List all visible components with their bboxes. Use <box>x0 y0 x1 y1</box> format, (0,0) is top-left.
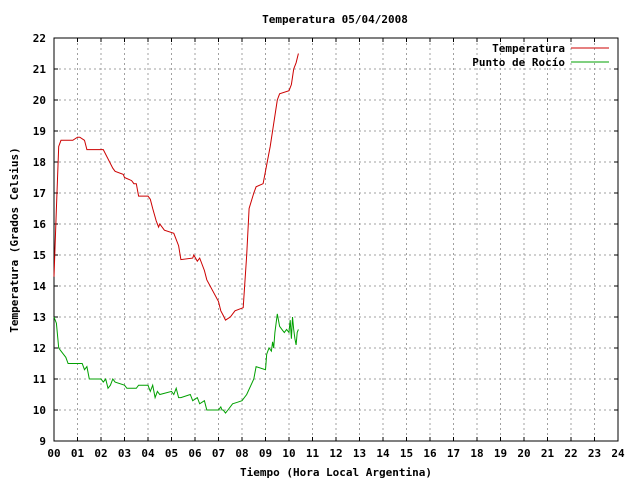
x-tick-label: 04 <box>141 447 155 460</box>
legend: Temperatura Punto de Rocío <box>472 42 609 69</box>
x-tick-label: 17 <box>447 447 460 460</box>
x-tick-label: 05 <box>165 447 178 460</box>
y-axis-label: Temperatura (Grados Celsius) <box>8 147 21 332</box>
y-tick-label: 11 <box>33 373 47 386</box>
y-tick-label: 15 <box>33 249 46 262</box>
x-tick-label: 18 <box>470 447 483 460</box>
y-tick-label: 20 <box>33 94 46 107</box>
y-tick-label: 14 <box>33 280 47 293</box>
y-tick-label: 17 <box>33 187 46 200</box>
x-tick-label: 03 <box>118 447 131 460</box>
x-tick-label: 14 <box>376 447 390 460</box>
x-tick-label: 16 <box>423 447 437 460</box>
x-tick-label: 00 <box>47 447 60 460</box>
grid <box>54 38 618 441</box>
x-tick-label: 23 <box>588 447 601 460</box>
y-tick-label: 21 <box>33 63 47 76</box>
legend-label-temperatura: Temperatura <box>492 42 565 55</box>
series-line-punto-de-rocio <box>53 313 299 414</box>
x-tick-label: 02 <box>94 447 107 460</box>
y-tick-label: 22 <box>33 32 46 45</box>
x-tick-label: 24 <box>611 447 625 460</box>
y-tick-label: 18 <box>33 156 46 169</box>
x-tick-label: 19 <box>494 447 507 460</box>
x-tick-label: 21 <box>541 447 555 460</box>
x-axis-label: Tiempo (Hora Local Argentina) <box>240 466 432 479</box>
series-line-temperatura <box>53 53 299 321</box>
x-tick-label: 15 <box>400 447 413 460</box>
x-tick-label: 12 <box>329 447 342 460</box>
x-tick-label: 08 <box>235 447 248 460</box>
x-tick-label: 07 <box>212 447 225 460</box>
x-tick-label: 13 <box>353 447 366 460</box>
legend-label-punto-de-rocio: Punto de Rocío <box>472 56 565 69</box>
axis-ticks: 00 01 02 03 04 05 06 07 08 09 10 11 12 13 14 15 16 17 18 19… <box>33 32 625 460</box>
y-tick-label: 16 <box>33 218 47 231</box>
series-lines <box>53 53 299 414</box>
plot-frame <box>53 37 619 442</box>
x-tick-label: 01 <box>71 447 85 460</box>
x-tick-label: 11 <box>306 447 320 460</box>
y-tick-label: 19 <box>33 125 46 138</box>
y-tick-label: 13 <box>33 311 46 324</box>
x-tick-label: 20 <box>517 447 530 460</box>
x-tick-label: 06 <box>188 447 202 460</box>
y-tick-label: 12 <box>33 342 46 355</box>
y-tick-label: 9 <box>39 435 46 448</box>
x-tick-label: 10 <box>282 447 295 460</box>
x-tick-label: 22 <box>564 447 577 460</box>
x-tick-label: 09 <box>259 447 272 460</box>
chart-title: Temperatura 05/04/2008 <box>262 13 408 26</box>
y-tick-label: 10 <box>33 404 46 417</box>
